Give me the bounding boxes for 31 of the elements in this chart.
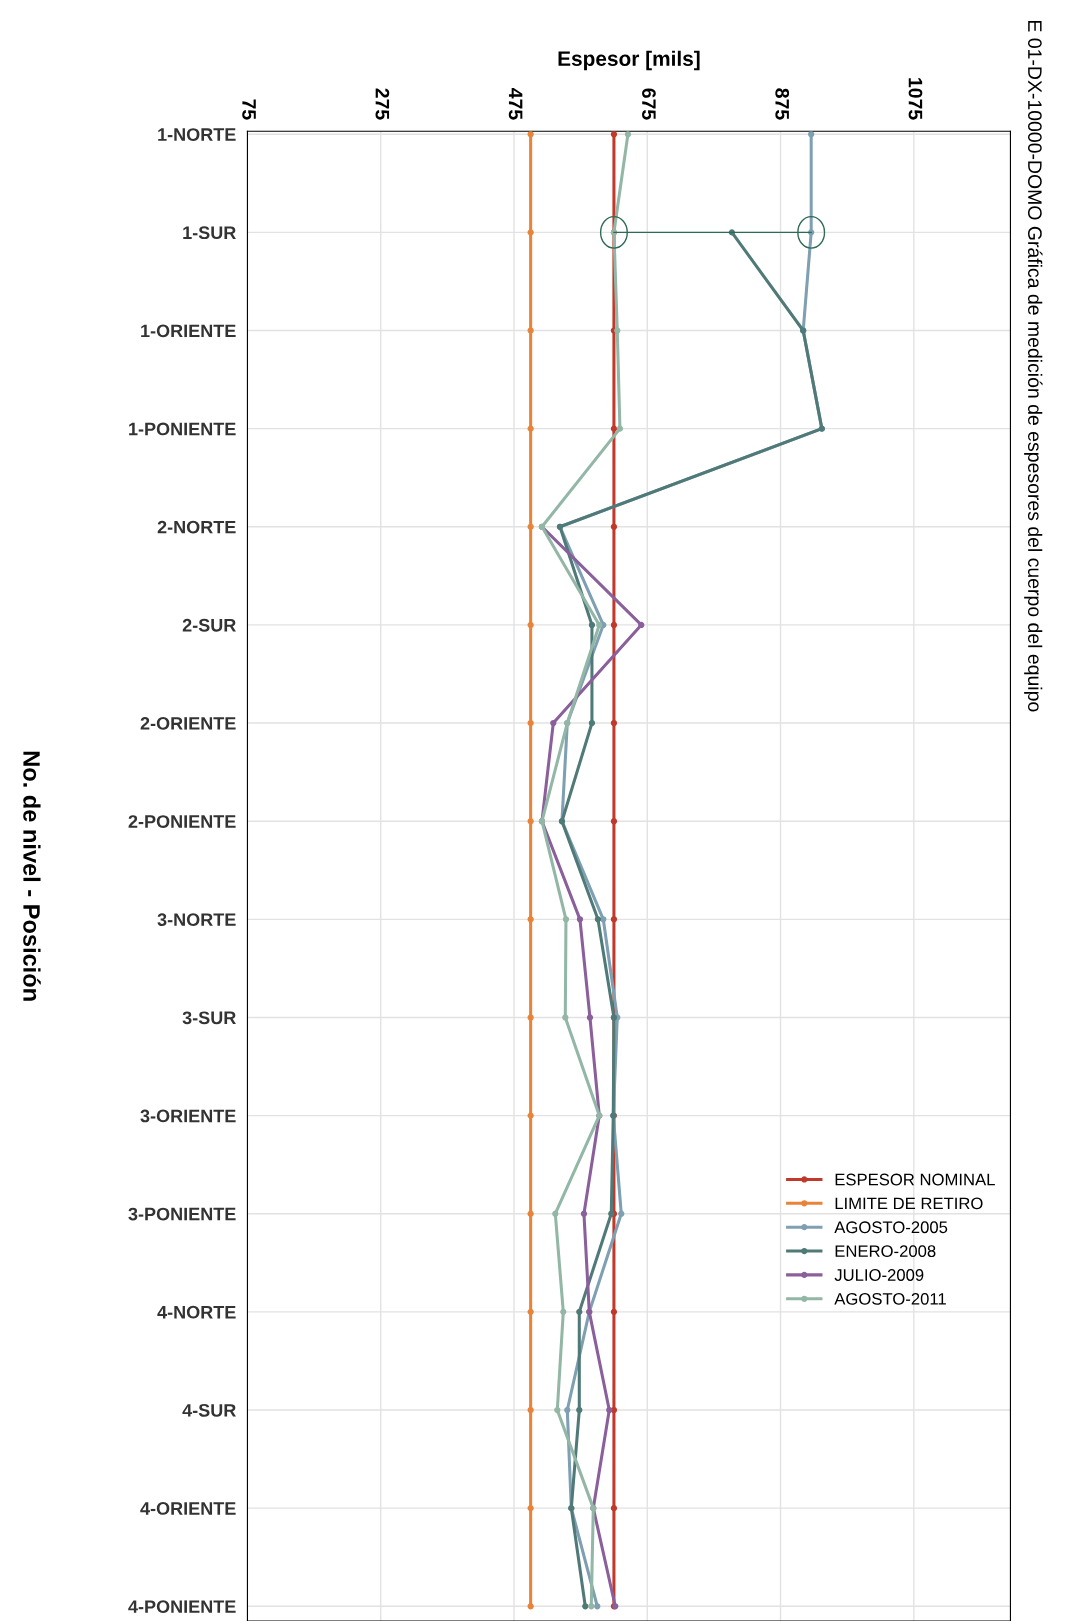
y-tick-label: 4-ORIENTE bbox=[140, 1502, 236, 1515]
y-tick-label: 4-PONIENTE bbox=[128, 1600, 236, 1613]
y-tick-label: 1-SUR bbox=[183, 226, 236, 240]
y-tick-label: 3-ORIENTE bbox=[140, 1109, 236, 1123]
x-axis-title: Espesor [mils] bbox=[558, 50, 700, 71]
y-tick-label: 1-ORIENTE bbox=[141, 324, 236, 338]
y-tick-label: 1-PONIENTE bbox=[129, 422, 236, 436]
y-tick-label: 3-NORTE bbox=[157, 913, 236, 927]
legend-label: JULIO-2009 bbox=[834, 1269, 924, 1281]
legend-label: AGOSTO-2005 bbox=[834, 1221, 948, 1234]
legend-label: ENERO-2008 bbox=[835, 1245, 936, 1258]
y-tick-label: 2-PONIENTE bbox=[128, 815, 236, 828]
x-tick-label: 275 bbox=[375, 88, 390, 120]
legend-label: AGOSTO-2011 bbox=[834, 1292, 946, 1305]
x-tick-label: 75 bbox=[242, 99, 256, 120]
x-tick-label: 475 bbox=[508, 88, 523, 120]
y-tick-label: 4-SUR bbox=[182, 1403, 236, 1417]
y-axis-title: No. de nivel - Posición bbox=[23, 751, 41, 1001]
x-tick-label: 875 bbox=[775, 88, 790, 120]
legend-label: ESPESOR NOMINAL bbox=[835, 1173, 995, 1186]
text: E 01-DX-10000-DOMO Gráfica de medición de espesores del cuerpo del equipo bbox=[1024, 21, 1043, 712]
y-tick-label: 3-PONIENTE bbox=[128, 1207, 236, 1221]
y-tick-label: 2-NORTE bbox=[157, 520, 236, 534]
y-tick-label: 2-ORIENTE bbox=[140, 716, 236, 730]
y-tick-label: 1-NORTE bbox=[158, 128, 236, 141]
x-tick-label: 675 bbox=[642, 88, 656, 120]
y-tick-label: 4-NORTE bbox=[157, 1305, 236, 1319]
y-tick-label: 2-SUR bbox=[182, 618, 236, 632]
legend-label: LIMITE DE RETIRO bbox=[835, 1197, 983, 1210]
x-tick-label: 1075 bbox=[908, 78, 923, 120]
y-tick-label: 3-SUR bbox=[182, 1011, 236, 1025]
